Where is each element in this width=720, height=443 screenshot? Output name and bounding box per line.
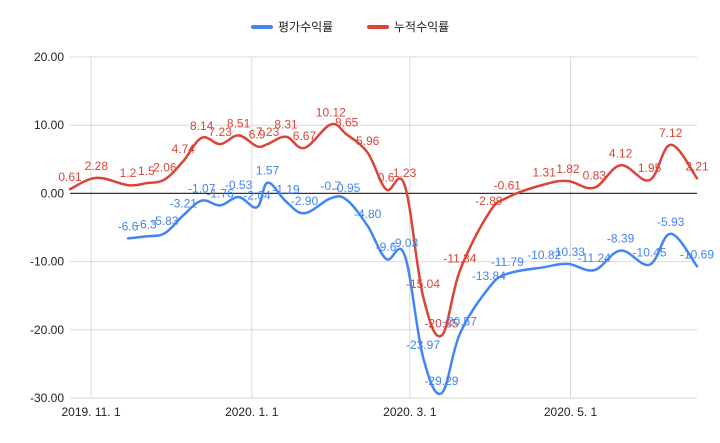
data-label: -2.90 bbox=[291, 194, 319, 208]
legend-label-cumulative-return: 누적수익률 bbox=[394, 20, 449, 34]
data-label: 8.31 bbox=[274, 118, 298, 132]
x-tick-label: 2020. 3. 1 bbox=[383, 405, 437, 419]
data-label: -10.82 bbox=[527, 248, 561, 262]
data-label: -5.83 bbox=[151, 214, 179, 228]
data-label: 7.23 bbox=[208, 125, 232, 139]
data-label: -4.80 bbox=[354, 207, 382, 221]
data-label: 5.96 bbox=[356, 134, 380, 148]
data-label: -11.34 bbox=[443, 252, 476, 266]
legend-label-eval-return: 평가수익률 bbox=[278, 20, 333, 34]
x-tick-label: 2019. 11. 1 bbox=[61, 405, 120, 419]
data-label: -1.76 bbox=[206, 186, 234, 200]
data-label: -2.89 bbox=[475, 194, 503, 208]
data-label: -0.7 bbox=[320, 179, 341, 193]
series bbox=[68, 122, 699, 396]
data-label: 0.83 bbox=[583, 169, 607, 183]
data-label: 8.51 bbox=[227, 116, 251, 130]
grid bbox=[70, 56, 697, 399]
y-tick-label: -20.00 bbox=[30, 323, 64, 337]
data-label: 1.82 bbox=[556, 162, 580, 176]
y-tick-label: -30.00 bbox=[30, 391, 64, 405]
data-label: 0.61 bbox=[58, 170, 82, 184]
data-label: 1.31 bbox=[533, 165, 557, 179]
data-label: -20.85 bbox=[424, 317, 458, 331]
data-label: -6.3 bbox=[136, 217, 157, 231]
data-label: 0.6 bbox=[378, 170, 395, 184]
x-tick-label: 2020. 1. 1 bbox=[225, 405, 279, 419]
data-label: -20.57 bbox=[443, 315, 477, 329]
legend: 평가수익률 누적수익률 bbox=[251, 20, 449, 34]
data-label: -23.97 bbox=[406, 338, 440, 352]
legend-item-cumulative-return[interactable]: 누적수익률 bbox=[367, 20, 449, 34]
data-label: -15.04 bbox=[406, 277, 440, 291]
data-label: -10.45 bbox=[633, 246, 667, 260]
data-label: -13.84 bbox=[472, 269, 506, 283]
data-label: -9.6 bbox=[376, 240, 397, 254]
data-label: 8.14 bbox=[190, 119, 214, 133]
data-label: 6.67 bbox=[293, 129, 317, 143]
legend-item-eval-return[interactable]: 평가수익률 bbox=[251, 20, 333, 34]
data-label: 1.23 bbox=[393, 166, 417, 180]
data-labels: 0.612.281.2 1.52.064.748.147.238.516.97.2… bbox=[58, 105, 714, 388]
data-label: -10.69 bbox=[680, 247, 714, 261]
y-tick-label: -10.00 bbox=[30, 255, 64, 269]
y-tick-label: 10.00 bbox=[34, 118, 64, 132]
data-label: 7.12 bbox=[659, 126, 683, 140]
data-label: 2.28 bbox=[85, 159, 109, 173]
data-label: -9.03 bbox=[391, 236, 419, 250]
data-label: -0.95 bbox=[333, 181, 361, 195]
data-label: -3.21 bbox=[170, 196, 198, 210]
data-label: 1.5 bbox=[138, 164, 155, 178]
data-label: -6.6 bbox=[118, 219, 139, 233]
data-label: 8.65 bbox=[335, 115, 359, 129]
data-label: -5.93 bbox=[657, 215, 685, 229]
data-label: -1.19 bbox=[272, 183, 300, 197]
series-line-0 bbox=[126, 181, 699, 396]
data-label: 10.12 bbox=[316, 105, 346, 119]
data-label: 7.23 bbox=[256, 125, 280, 139]
data-label: -8.39 bbox=[607, 232, 635, 246]
x-tick-label: 2020. 5. 1 bbox=[544, 405, 598, 419]
data-label: 1.57 bbox=[256, 164, 280, 178]
data-label: -11.79 bbox=[491, 255, 524, 269]
data-label: 6.9 bbox=[249, 127, 266, 141]
data-label: 2.06 bbox=[153, 160, 177, 174]
data-label: -1.07 bbox=[188, 182, 216, 196]
y-tick-label: 20.00 bbox=[34, 50, 64, 64]
data-label: 4.74 bbox=[172, 142, 196, 156]
data-label: -0.53 bbox=[225, 178, 253, 192]
data-label: 2.21 bbox=[685, 159, 709, 173]
data-label: -2.04 bbox=[243, 188, 271, 202]
data-label: -11.24 bbox=[578, 251, 611, 265]
data-label: 1.2 bbox=[120, 166, 137, 180]
data-label: -10.33 bbox=[551, 245, 585, 259]
data-label: -0.61 bbox=[494, 179, 522, 193]
y-tick-label: 0.00 bbox=[41, 186, 65, 200]
series-line-1 bbox=[68, 122, 699, 338]
data-label: -29.29 bbox=[424, 374, 458, 388]
data-label: 1.95 bbox=[638, 161, 662, 175]
data-label: 4.12 bbox=[609, 146, 633, 160]
